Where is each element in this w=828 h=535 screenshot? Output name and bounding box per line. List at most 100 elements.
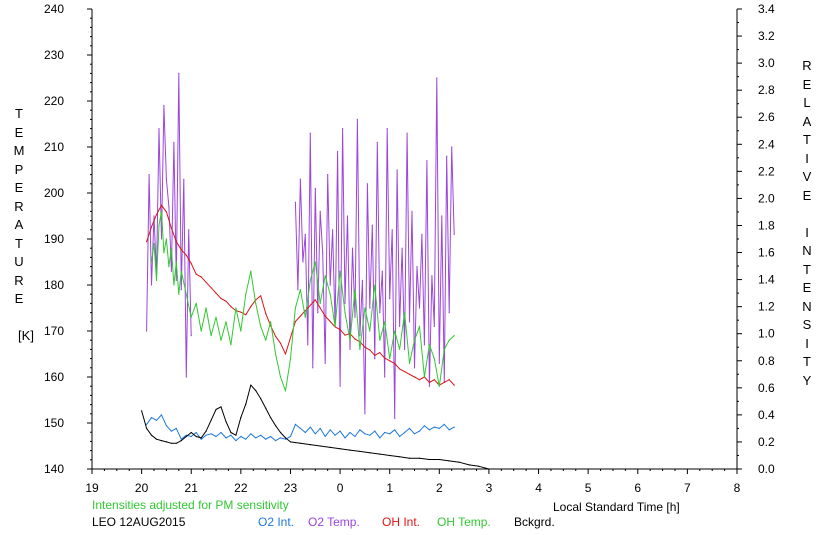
- data-point-oh-temp: [155, 279, 158, 281]
- y-axis-title-letter: N: [802, 298, 812, 314]
- data-point-o2-int: [349, 431, 351, 434]
- data-point-o2-temp: [148, 174, 150, 176]
- data-point-oh-temp: [195, 302, 197, 304]
- data-point-o2-temp: [319, 210, 321, 212]
- y-axis-title-letter: R: [802, 58, 812, 73]
- data-point-bckgrd: [205, 430, 207, 432]
- data-point-oh-int: [230, 306, 232, 308]
- data-point-o2-int: [319, 427, 321, 429]
- data-point-o2-int: [359, 429, 361, 431]
- legend-item-o2-temp: O2 Temp.: [308, 515, 360, 529]
- y-left-tick-label: 190: [44, 232, 64, 246]
- data-point-bckgrd: [458, 461, 460, 463]
- data-point-o2-int: [146, 423, 148, 425]
- data-point-oh-temp: [284, 390, 287, 392]
- data-point-o2-int: [284, 438, 287, 440]
- data-point-bckgrd: [200, 437, 202, 439]
- data-point-o2-int: [418, 430, 421, 432]
- data-point-o2-int: [220, 431, 222, 434]
- data-point-o2-temp: [302, 261, 304, 263]
- data-point-o2-temp: [329, 284, 331, 286]
- data-point-o2-temp: [361, 279, 363, 281]
- data-point-bckgrd: [150, 434, 153, 436]
- data-point-oh-int: [155, 214, 158, 216]
- data-point-o2-temp: [346, 215, 349, 217]
- x-tick-label: 19: [85, 481, 99, 495]
- data-point-o2-int: [408, 427, 411, 429]
- data-point-o2-temp: [309, 132, 311, 134]
- data-point-o2-temp: [371, 224, 373, 226]
- data-point-o2-temp: [448, 312, 450, 314]
- x-tick-label: 21: [185, 481, 199, 495]
- data-point-bckgrd: [399, 456, 401, 458]
- data-point-oh-int: [339, 329, 341, 331]
- data-point-o2-int: [260, 434, 262, 436]
- data-point-oh-int: [160, 204, 163, 206]
- series-line-oh-int: [146, 204, 455, 386]
- data-point-oh-temp: [438, 385, 440, 387]
- data-point-oh-int: [453, 384, 455, 386]
- data-point-o2-int: [175, 427, 177, 429]
- data-point-bckgrd: [448, 460, 450, 462]
- data-point-oh-int: [170, 227, 172, 229]
- data-point-bckgrd: [250, 384, 252, 386]
- data-point-oh-int: [428, 381, 430, 383]
- data-point-oh-temp: [334, 325, 336, 327]
- data-point-oh-int: [374, 354, 376, 356]
- data-point-oh-int: [304, 310, 306, 312]
- data-point-o2-int: [443, 423, 445, 425]
- data-point-oh-temp: [150, 261, 153, 263]
- data-point-oh-temp: [168, 266, 170, 268]
- x-tick-label: 2: [436, 481, 443, 495]
- data-point-bckgrd: [175, 442, 177, 444]
- data-point-o2-temp: [416, 266, 418, 268]
- y-right-tick-label: 0.0: [758, 462, 775, 476]
- data-point-o2-int: [230, 434, 232, 436]
- data-point-oh-temp: [379, 339, 381, 341]
- data-point-o2-temp: [359, 335, 361, 337]
- y-left-tick-label: 220: [44, 94, 64, 108]
- data-point-o2-int: [379, 437, 381, 439]
- data-point-o2-temp: [317, 312, 319, 314]
- data-point-o2-temp: [384, 376, 386, 378]
- data-point-oh-temp: [359, 348, 361, 350]
- data-point-o2-temp: [188, 229, 190, 231]
- data-point-o2-int: [255, 437, 257, 439]
- data-point-o2-int: [399, 435, 401, 438]
- data-point-bckgrd: [299, 442, 301, 444]
- data-point-o2-temp: [396, 169, 398, 171]
- data-point-o2-temp: [399, 325, 401, 327]
- data-point-oh-int: [205, 281, 207, 283]
- data-point-oh-int: [418, 379, 421, 381]
- adjustment-note: Intensities adjusted for PM sensitivity: [92, 498, 289, 512]
- data-point-o2-int: [364, 433, 366, 435]
- data-point-o2-int: [180, 438, 182, 440]
- data-point-bckgrd: [195, 435, 197, 438]
- data-point-oh-temp: [173, 284, 175, 286]
- data-point-o2-temp: [426, 160, 428, 162]
- data-point-o2-int: [324, 435, 326, 438]
- data-point-o2-int: [423, 425, 425, 427]
- data-point-oh-temp: [294, 307, 296, 309]
- data-point-o2-int: [294, 423, 296, 425]
- data-point-oh-int: [394, 362, 396, 365]
- data-point-o2-temp: [180, 289, 182, 291]
- data-point-oh-int: [413, 376, 416, 378]
- data-point-o2-temp: [438, 362, 440, 364]
- y-right-tick-label: 0.6: [758, 381, 775, 395]
- data-point-oh-int: [319, 307, 321, 309]
- data-point-o2-int: [240, 435, 242, 438]
- data-point-o2-int: [165, 425, 167, 427]
- x-tick-label: 22: [234, 481, 248, 495]
- data-point-oh-temp: [163, 252, 165, 254]
- data-point-o2-temp: [349, 348, 351, 350]
- x-tick-label: 8: [734, 481, 741, 495]
- data-point-o2-temp: [165, 178, 167, 180]
- data-point-oh-temp: [289, 358, 292, 360]
- data-point-oh-temp: [170, 247, 172, 249]
- data-point-bckgrd: [225, 421, 227, 423]
- data-point-oh-int: [324, 315, 326, 317]
- data-point-oh-temp: [344, 312, 346, 314]
- data-point-o2-temp: [369, 307, 371, 309]
- data-point-o2-temp: [170, 270, 172, 272]
